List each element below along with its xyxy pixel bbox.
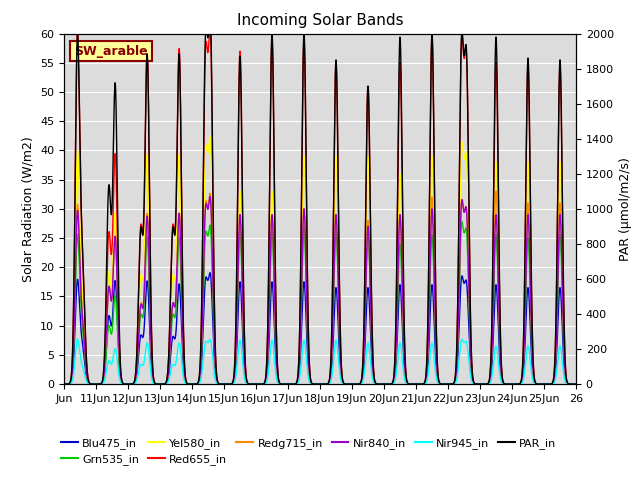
Line: Redg715_in: Redg715_in — [64, 192, 576, 384]
Yel580_in — [531, 379, 539, 385]
Nir945_in — [280, 381, 287, 387]
Line: Red655_in: Red655_in — [64, 28, 576, 384]
Redg715_in — [60, 381, 68, 387]
Line: Nir840_in: Nir840_in — [64, 196, 576, 384]
Grn535_in — [60, 381, 68, 387]
Grn535_in — [531, 380, 539, 385]
Grn535_in — [279, 381, 287, 387]
PAR_in — [303, 270, 311, 276]
Red655_in — [206, 25, 214, 31]
Nir945_in — [557, 344, 564, 349]
Redg715_in — [279, 381, 287, 387]
Nir840_in — [531, 380, 539, 385]
PAR_in — [572, 381, 580, 387]
Grn535_in — [303, 327, 311, 333]
Nir840_in — [280, 381, 287, 387]
Redg715_in — [557, 203, 564, 208]
Red655_in — [557, 67, 564, 73]
Line: Blu475_in: Blu475_in — [64, 273, 576, 384]
Blu475_in — [531, 380, 539, 386]
Blu475_in — [572, 381, 580, 387]
Blu475_in — [60, 381, 68, 387]
Red655_in — [275, 379, 283, 385]
Redg715_in — [432, 341, 440, 347]
Nir945_in — [275, 381, 283, 386]
PAR_in — [206, 9, 214, 15]
Blu475_in — [275, 381, 283, 386]
Nir945_in — [572, 381, 580, 387]
PAR_in — [275, 379, 283, 385]
Yel580_in — [432, 337, 440, 343]
Red655_in — [280, 381, 287, 387]
Redg715_in — [275, 380, 283, 386]
Yel580_in — [280, 381, 287, 387]
Yel580_in — [572, 381, 580, 387]
Nir945_in — [531, 381, 539, 386]
PAR_in — [432, 313, 440, 319]
Nir945_in — [74, 336, 81, 342]
Blu475_in — [303, 348, 311, 354]
PAR_in — [557, 61, 564, 67]
Red655_in — [60, 381, 68, 387]
Red655_in — [303, 271, 311, 277]
Nir945_in — [432, 373, 440, 379]
PAR_in — [280, 381, 287, 387]
PAR_in — [60, 381, 68, 387]
Line: PAR_in: PAR_in — [64, 12, 576, 384]
Text: SW_arable: SW_arable — [74, 45, 148, 58]
Yel580_in — [60, 381, 68, 387]
Nir945_in — [303, 367, 311, 373]
Grn535_in — [432, 349, 440, 355]
Nir840_in — [572, 381, 580, 387]
Red655_in — [531, 378, 539, 384]
Line: Yel580_in: Yel580_in — [64, 136, 576, 384]
Nir945_in — [60, 381, 68, 387]
Yel580_in — [303, 309, 311, 314]
Redg715_in — [492, 189, 500, 194]
Nir840_in — [303, 325, 311, 331]
PAR_in — [531, 378, 539, 384]
Yel580_in — [206, 133, 214, 139]
Blu475_in — [280, 381, 287, 387]
Redg715_in — [572, 381, 580, 387]
Line: Nir945_in: Nir945_in — [64, 339, 576, 384]
Line: Grn535_in: Grn535_in — [64, 222, 576, 384]
Grn535_in — [557, 234, 564, 240]
Nir840_in — [557, 214, 564, 220]
Blu475_in — [432, 362, 440, 368]
Redg715_in — [303, 320, 311, 326]
Red655_in — [572, 381, 580, 387]
Nir840_in — [432, 347, 440, 353]
Y-axis label: PAR (μmol/m2/s): PAR (μmol/m2/s) — [620, 157, 632, 261]
Red655_in — [432, 314, 440, 320]
Redg715_in — [531, 380, 539, 385]
Blu475_in — [557, 286, 564, 292]
Blu475_in — [206, 270, 214, 276]
Legend: Blu475_in, Grn535_in, Yel580_in, Red655_in, Redg715_in, Nir840_in, Nir945_in, PA: Blu475_in, Grn535_in, Yel580_in, Red655_… — [57, 433, 561, 469]
Title: Incoming Solar Bands: Incoming Solar Bands — [237, 13, 403, 28]
Y-axis label: Solar Radiation (W/m2): Solar Radiation (W/m2) — [22, 136, 35, 282]
Nir840_in — [60, 381, 68, 387]
Yel580_in — [557, 162, 564, 168]
Yel580_in — [275, 380, 283, 386]
Nir840_in — [206, 193, 214, 199]
Grn535_in — [572, 381, 580, 387]
Grn535_in — [458, 219, 466, 225]
Nir840_in — [275, 380, 283, 386]
Grn535_in — [275, 380, 283, 386]
